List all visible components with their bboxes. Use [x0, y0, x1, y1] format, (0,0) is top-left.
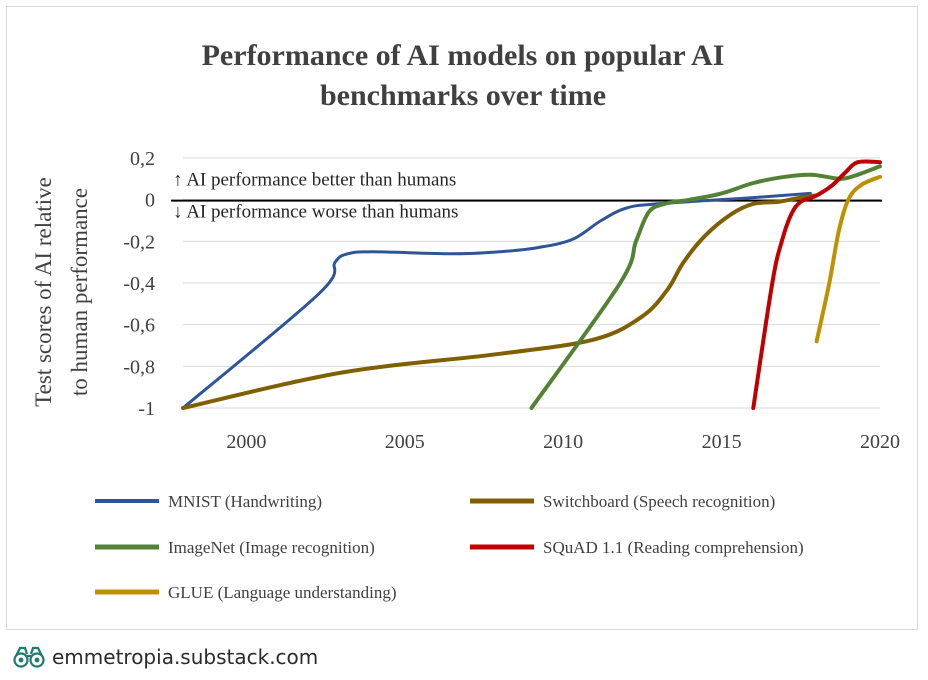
y-tick-label: -0,4 [123, 273, 155, 295]
y-axis-label-line: to human performance [67, 188, 92, 396]
legend-label: SQuAD 1.1 (Reading comprehension) [543, 538, 804, 557]
footer: emmetropia.substack.com [12, 642, 318, 672]
y-tick-label: -0,2 [123, 231, 155, 253]
y-tick-label: 0,2 [130, 148, 155, 170]
y-tick-label: -0,8 [123, 356, 155, 378]
x-tick-label: 2020 [860, 431, 900, 453]
footer-source-text: emmetropia.substack.com [52, 645, 319, 669]
y-tick-label: 0 [145, 190, 155, 212]
legend-label: MNIST (Handwriting) [168, 492, 322, 511]
chart-title-line: benchmarks over time [320, 79, 606, 112]
chart-title-line: Performance of AI models on popular AI [202, 39, 725, 72]
chart-frame: Performance of AI models on popular AI be… [6, 6, 918, 630]
series-line-5 [814, 174, 882, 344]
series-line-2 [181, 193, 819, 410]
binoculars-icon [13, 646, 45, 668]
chart-canvas: Performance of AI models on popular AI be… [31, 39, 900, 602]
x-tick-label: 2010 [543, 431, 583, 453]
legend-label: Switchboard (Speech recognition) [543, 492, 775, 511]
series-line-4 [751, 159, 882, 410]
y-tick-label: -0,6 [123, 315, 155, 337]
y-tick-label: -1 [138, 398, 155, 420]
y-axis-label-line: Test scores of AI relative [31, 177, 56, 407]
legend-label: ImageNet (Image recognition) [168, 538, 375, 557]
x-tick-label: 2015 [702, 431, 742, 453]
x-tick-label: 2000 [226, 431, 266, 453]
series-line-1 [181, 191, 812, 410]
x-tick-label: 2005 [385, 431, 425, 453]
legend-label: GLUE (Language understanding) [168, 583, 396, 602]
annotation-worse: ↓ AI performance worse than humans [173, 202, 458, 223]
annotation-better: ↑ AI performance better than humans [173, 170, 456, 191]
